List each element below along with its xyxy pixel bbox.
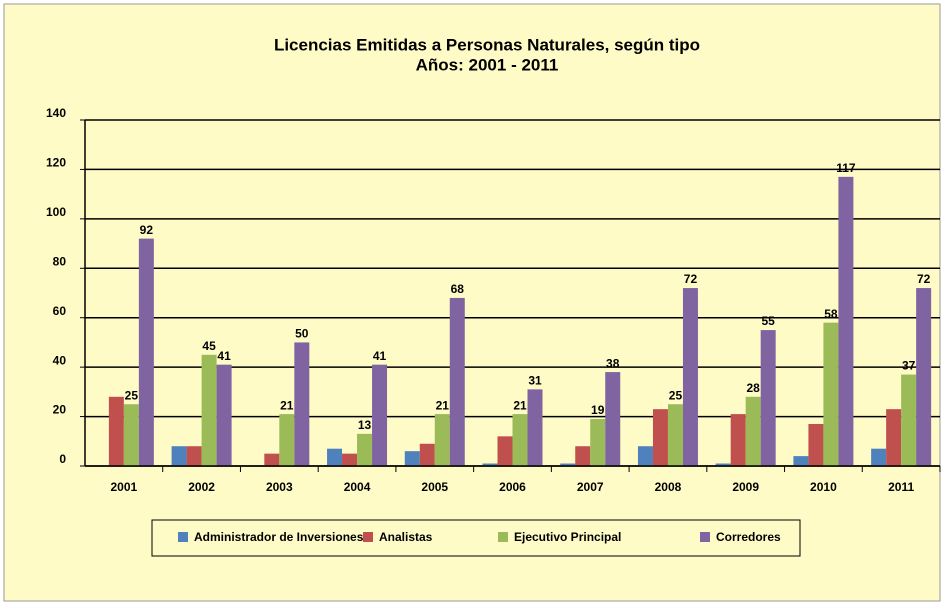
bar bbox=[808, 423, 824, 466]
bar bbox=[901, 374, 917, 466]
bar bbox=[294, 342, 310, 466]
legend-label: Ejecutivo Principal bbox=[514, 530, 621, 544]
data-label: 72 bbox=[684, 272, 698, 286]
data-label: 21 bbox=[280, 398, 294, 412]
bar bbox=[715, 463, 731, 466]
data-label: 41 bbox=[373, 349, 387, 363]
data-label: 31 bbox=[528, 374, 542, 388]
data-label: 41 bbox=[217, 349, 231, 363]
bar bbox=[201, 354, 217, 466]
bar bbox=[186, 446, 202, 466]
bar bbox=[886, 409, 902, 466]
y-tick-label: 0 bbox=[59, 452, 66, 466]
bar bbox=[497, 436, 513, 466]
chart-background bbox=[3, 3, 941, 602]
bar bbox=[667, 404, 683, 466]
x-tick-label: 2006 bbox=[499, 480, 526, 494]
bar bbox=[482, 463, 498, 466]
x-tick-label: 2004 bbox=[344, 480, 371, 494]
data-label: 92 bbox=[140, 223, 154, 237]
legend-swatch bbox=[178, 532, 188, 542]
bar bbox=[760, 330, 776, 466]
y-tick-label: 140 bbox=[46, 106, 66, 120]
bar bbox=[527, 389, 543, 466]
legend-label: Administrador de Inversiones bbox=[194, 530, 364, 544]
bar bbox=[871, 448, 887, 466]
data-label: 21 bbox=[513, 398, 527, 412]
x-tick-label: 2008 bbox=[655, 480, 682, 494]
x-tick-label: 2009 bbox=[732, 480, 759, 494]
bar bbox=[560, 463, 576, 466]
y-tick-label: 40 bbox=[53, 353, 67, 367]
bar bbox=[108, 396, 124, 466]
bar bbox=[823, 322, 839, 466]
bar bbox=[449, 297, 465, 466]
bar bbox=[171, 446, 187, 466]
bar bbox=[434, 414, 450, 466]
bar bbox=[916, 288, 932, 466]
bar bbox=[357, 433, 373, 466]
data-label: 45 bbox=[202, 339, 216, 353]
data-label: 13 bbox=[358, 418, 372, 432]
data-label: 68 bbox=[451, 282, 465, 296]
bar bbox=[512, 414, 528, 466]
data-label: 19 bbox=[591, 403, 605, 417]
data-label: 50 bbox=[295, 327, 309, 341]
data-label: 25 bbox=[669, 388, 683, 402]
bar bbox=[123, 404, 139, 466]
bar bbox=[419, 443, 435, 466]
bar bbox=[575, 446, 591, 466]
x-tick-label: 2011 bbox=[888, 480, 914, 494]
bar bbox=[590, 419, 606, 466]
x-tick-label: 2007 bbox=[577, 480, 604, 494]
x-tick-label: 2005 bbox=[421, 480, 448, 494]
bar bbox=[793, 456, 809, 466]
data-label: 37 bbox=[902, 359, 916, 373]
bar bbox=[372, 364, 388, 466]
data-label: 21 bbox=[436, 398, 450, 412]
data-label: 38 bbox=[606, 356, 620, 370]
data-label: 117 bbox=[836, 161, 856, 175]
bar bbox=[605, 372, 621, 466]
bar bbox=[216, 364, 232, 466]
bar bbox=[279, 414, 295, 466]
y-tick-label: 20 bbox=[53, 403, 67, 417]
x-tick-label: 2001 bbox=[111, 480, 138, 494]
legend-label: Analistas bbox=[379, 530, 433, 544]
legend-swatch bbox=[363, 532, 373, 542]
bar bbox=[745, 396, 761, 466]
bar bbox=[637, 446, 653, 466]
x-tick-label: 2010 bbox=[810, 480, 837, 494]
y-tick-label: 80 bbox=[53, 254, 67, 268]
y-tick-label: 60 bbox=[53, 304, 67, 318]
legend-swatch bbox=[498, 532, 508, 542]
data-label: 55 bbox=[762, 314, 776, 328]
x-tick-label: 2002 bbox=[188, 480, 215, 494]
bar bbox=[404, 451, 420, 466]
bar bbox=[327, 448, 343, 466]
chart-title: Licencias Emitidas a Personas Naturales,… bbox=[274, 35, 700, 54]
bar bbox=[138, 238, 154, 466]
bar bbox=[264, 453, 280, 466]
legend-swatch bbox=[700, 532, 710, 542]
data-label: 72 bbox=[917, 272, 931, 286]
bar bbox=[652, 409, 668, 466]
x-tick-label: 2003 bbox=[266, 480, 293, 494]
legend-label: Corredores bbox=[716, 530, 781, 544]
y-tick-label: 120 bbox=[46, 156, 66, 170]
bar bbox=[730, 414, 746, 466]
data-label: 25 bbox=[125, 388, 139, 402]
y-tick-label: 100 bbox=[46, 205, 66, 219]
legend-box bbox=[151, 519, 801, 557]
bar bbox=[342, 453, 358, 466]
bar bbox=[838, 176, 854, 467]
data-label: 58 bbox=[824, 307, 838, 321]
data-label: 28 bbox=[747, 381, 761, 395]
bar bbox=[682, 288, 698, 466]
chart-subtitle: Años: 2001 - 2011 bbox=[416, 55, 559, 74]
